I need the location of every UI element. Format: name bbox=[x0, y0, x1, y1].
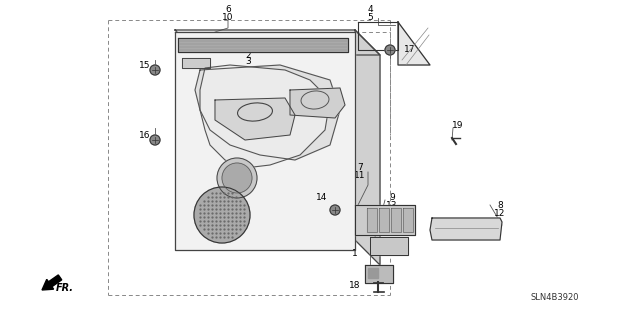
Polygon shape bbox=[178, 38, 348, 52]
Text: 15: 15 bbox=[140, 61, 151, 70]
Polygon shape bbox=[370, 237, 408, 255]
Polygon shape bbox=[379, 208, 389, 232]
Circle shape bbox=[330, 205, 340, 215]
Polygon shape bbox=[403, 208, 413, 232]
Circle shape bbox=[222, 163, 252, 193]
Text: 5: 5 bbox=[367, 13, 373, 23]
Text: 13: 13 bbox=[387, 201, 397, 210]
Text: 6: 6 bbox=[225, 5, 231, 14]
Polygon shape bbox=[290, 88, 345, 118]
Text: 9: 9 bbox=[389, 194, 395, 203]
Circle shape bbox=[150, 135, 160, 145]
Text: 17: 17 bbox=[404, 46, 416, 55]
Circle shape bbox=[385, 45, 395, 55]
Polygon shape bbox=[215, 98, 295, 140]
Polygon shape bbox=[355, 30, 380, 265]
Text: 3: 3 bbox=[245, 57, 251, 66]
Polygon shape bbox=[398, 22, 430, 65]
Polygon shape bbox=[355, 205, 415, 235]
Text: 11: 11 bbox=[355, 170, 365, 180]
Polygon shape bbox=[367, 208, 377, 232]
Polygon shape bbox=[175, 30, 380, 55]
Text: 8: 8 bbox=[497, 201, 503, 210]
Text: 16: 16 bbox=[140, 130, 151, 139]
Text: 4: 4 bbox=[367, 5, 373, 14]
Text: 18: 18 bbox=[349, 280, 361, 290]
Text: 2: 2 bbox=[245, 50, 251, 60]
FancyArrow shape bbox=[42, 275, 61, 290]
Polygon shape bbox=[365, 265, 393, 283]
Text: FR.: FR. bbox=[56, 283, 74, 293]
Circle shape bbox=[150, 65, 160, 75]
Circle shape bbox=[217, 158, 257, 198]
Text: 12: 12 bbox=[494, 209, 506, 218]
Text: 14: 14 bbox=[316, 194, 328, 203]
Circle shape bbox=[194, 187, 250, 243]
PathPatch shape bbox=[200, 65, 330, 168]
Polygon shape bbox=[182, 58, 210, 68]
Text: 1: 1 bbox=[352, 249, 358, 257]
Text: SLN4B3920: SLN4B3920 bbox=[531, 293, 579, 302]
Polygon shape bbox=[175, 32, 355, 250]
Polygon shape bbox=[368, 268, 378, 278]
Polygon shape bbox=[430, 218, 502, 240]
Polygon shape bbox=[391, 208, 401, 232]
Text: 7: 7 bbox=[357, 164, 363, 173]
Polygon shape bbox=[195, 65, 340, 160]
Text: 19: 19 bbox=[452, 121, 464, 130]
Text: 10: 10 bbox=[222, 13, 234, 23]
